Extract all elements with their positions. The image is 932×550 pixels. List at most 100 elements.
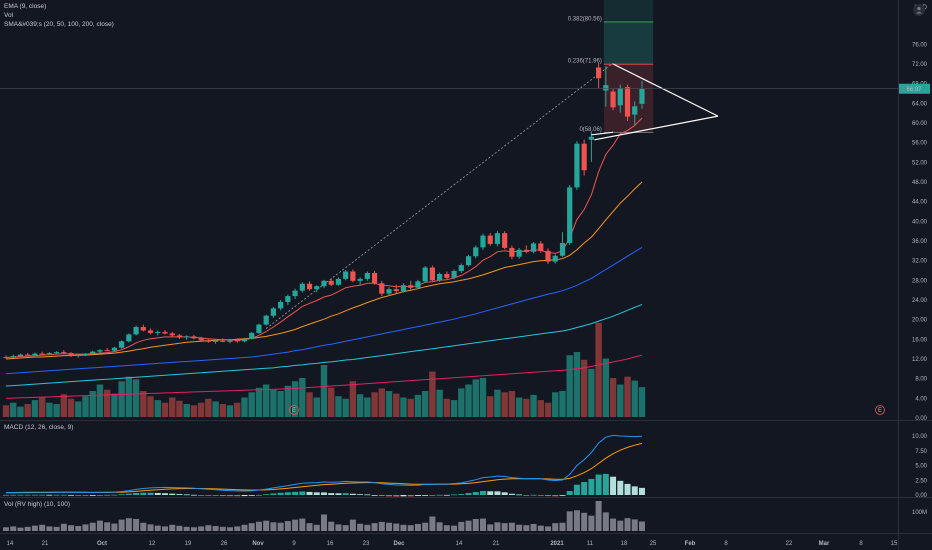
rvol-bar (566, 511, 573, 531)
candle-body (212, 340, 219, 342)
volume-bar (407, 398, 414, 417)
candle-body (176, 335, 183, 338)
macd-histogram-bar (154, 492, 161, 495)
vol-legend[interactable]: Vol (4, 12, 14, 19)
rvol-bar (24, 526, 31, 531)
candle-body (263, 315, 269, 325)
rvol-bar (284, 521, 291, 531)
earnings-marker-label: E (292, 408, 296, 414)
candle-body (32, 353, 38, 356)
candle-body (357, 278, 363, 281)
volume-bar (190, 405, 198, 417)
candle-body (68, 353, 74, 357)
candle-body (104, 350, 110, 352)
macd-histogram-bar (487, 491, 494, 495)
candle-body (119, 341, 125, 348)
volume-bar (255, 387, 263, 417)
macd-histogram-bar (581, 482, 588, 495)
candle-body (639, 88, 645, 104)
macd-histogram-bar (617, 480, 624, 495)
volume-bar (400, 397, 407, 417)
volume-bar (508, 391, 516, 417)
rvol-bar (205, 525, 212, 531)
candle-body (111, 347, 118, 351)
rvol-bar (75, 526, 82, 531)
earnings-marker (289, 405, 299, 415)
candle-body (415, 281, 421, 288)
macd-histogram-bar (24, 494, 31, 496)
candle-body (364, 272, 370, 279)
macd-histogram-bar (573, 484, 580, 495)
macd-legend[interactable]: MACD (12, 26, close, 9) (4, 424, 74, 431)
rvol-bar (82, 524, 89, 531)
rvol-bar (320, 514, 327, 531)
candle-body (487, 235, 493, 244)
macd-histogram-bar (566, 490, 573, 495)
volume-bar (46, 402, 53, 417)
volume-bar (385, 391, 393, 417)
price-tick-label: 4.00 (915, 396, 927, 402)
rvol-bar (588, 515, 595, 531)
macd-histogram-bar (610, 476, 617, 495)
rvol-bar (270, 522, 277, 531)
time-tick-label: 15 (891, 541, 898, 547)
macd-histogram-bar (140, 492, 147, 495)
macd-histogram-bar (559, 495, 566, 496)
time-tick-label: 8 (859, 541, 863, 547)
macd-histogram-bar (545, 495, 552, 497)
macd-histogram-bar (443, 494, 450, 496)
candle-body (140, 327, 146, 331)
macd-histogram-bar (125, 493, 132, 495)
volume-bar (349, 381, 357, 417)
sma-legend[interactable]: SMA&#039;s (20, 50, 100, 200, close) (4, 21, 114, 28)
rvol-bar (581, 512, 588, 531)
macd-tick-label: 0.00 (915, 493, 927, 499)
macd-histogram-bar (3, 494, 9, 496)
rvol-bar (458, 521, 465, 531)
macd-tick-label: 5.00 (915, 464, 927, 470)
candle-body (617, 88, 623, 106)
sma50-line (5, 246, 643, 375)
price-tick-label: 24.00 (912, 298, 928, 304)
rvol-bar (53, 526, 60, 531)
candle-body (256, 324, 262, 333)
rvol-bar (364, 524, 371, 531)
user-icon[interactable] (913, 4, 925, 16)
price-tick-label: 48.00 (912, 180, 928, 186)
rvol-bar (537, 525, 544, 531)
volume-bar (154, 400, 161, 417)
volume-bar (75, 401, 82, 417)
volume-bar (371, 392, 378, 417)
candle-body (408, 285, 414, 288)
volume-bar (277, 391, 284, 417)
price-tick-label: 32.00 (912, 259, 928, 265)
volume-bar (552, 392, 559, 417)
volume-bar (306, 392, 313, 417)
macd-histogram-bar (227, 495, 234, 497)
candle-body (234, 340, 240, 342)
fib-level-label: 0.236(71.96) (568, 59, 602, 65)
volume-bar (96, 384, 104, 417)
macd-histogram-bar (53, 494, 60, 496)
rvol-bar (125, 518, 132, 531)
volume-bar (429, 371, 436, 417)
price-tick-label: 52.00 (912, 160, 928, 166)
macd-histogram-bar (523, 495, 530, 496)
rvol-bar (638, 521, 645, 531)
volume-bar (262, 384, 270, 417)
macd-histogram-bar (328, 493, 335, 495)
price-tick-label: 0.00 (915, 416, 927, 422)
rvol-legend[interactable]: Vol (RV high) (10, 100) (4, 501, 70, 508)
candle-body (299, 283, 305, 291)
rvol-bar (393, 523, 400, 531)
candle-body (400, 285, 407, 292)
candle-body (545, 250, 551, 262)
macd-histogram-bar (255, 494, 262, 496)
macd-histogram-bar (537, 495, 544, 496)
rvol-bar (400, 524, 407, 531)
ema-legend[interactable]: EMA (9, close) (4, 3, 47, 10)
macd-histogram-bar (39, 494, 46, 496)
rvol-bar (595, 501, 602, 531)
macd-histogram-bar (248, 495, 255, 496)
